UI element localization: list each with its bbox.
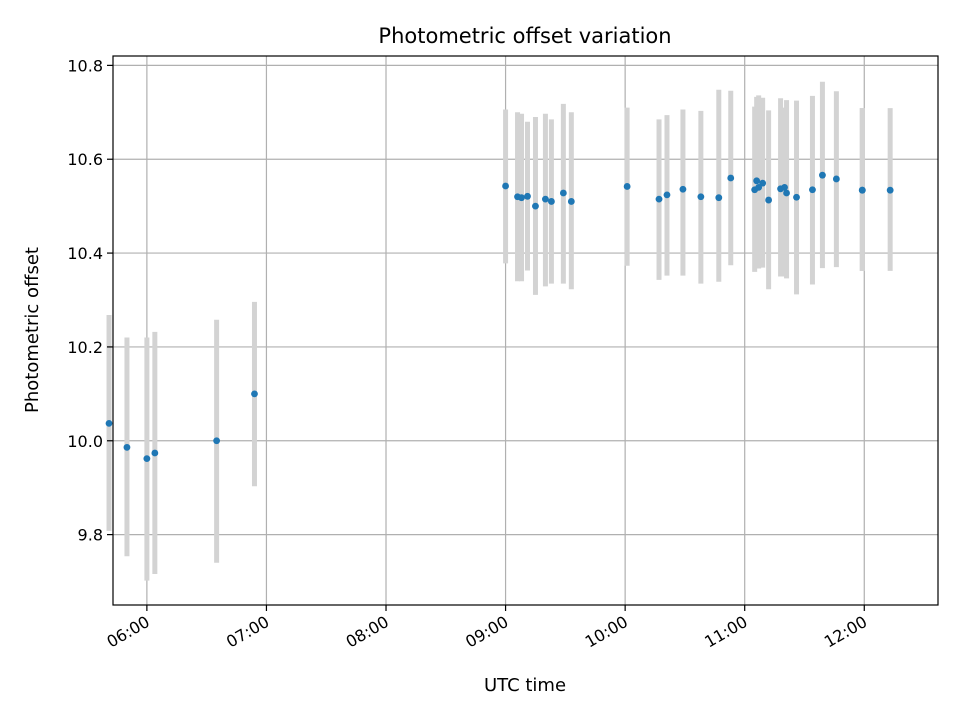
data-point	[858, 186, 866, 194]
data-point	[781, 183, 788, 191]
data-point	[105, 420, 113, 427]
data-point	[623, 183, 631, 190]
y-tick-label: 10.6	[67, 150, 103, 169]
data-point	[655, 195, 663, 203]
chart-title: Photometric offset variation	[378, 24, 671, 48]
data-point	[123, 443, 131, 451]
data-point	[548, 198, 555, 205]
data-point	[886, 186, 894, 194]
data-point	[559, 189, 567, 197]
data-point	[143, 455, 151, 462]
data-point	[783, 189, 790, 197]
data-point	[715, 194, 723, 202]
data-point	[151, 449, 159, 457]
data-point	[759, 179, 767, 187]
y-tick-label: 9.8	[78, 526, 103, 545]
data-point	[697, 193, 705, 201]
y-axis-label: Photometric offset	[22, 247, 43, 413]
data-point	[819, 171, 826, 179]
x-axis-label: UTC time	[484, 675, 566, 696]
data-point	[727, 174, 735, 182]
data-point	[502, 182, 509, 190]
y-tick-label: 10.2	[67, 338, 103, 357]
data-point	[793, 193, 800, 201]
y-tick-label: 10.4	[67, 244, 103, 263]
data-points	[105, 171, 894, 462]
y-tick-label: 10.8	[67, 56, 103, 75]
plot-frame	[112, 55, 939, 606]
y-axis: 9.8 10.0 10.2 10.4 10.6 10.8	[67, 56, 113, 545]
data-point	[542, 195, 549, 203]
data-point	[679, 185, 687, 193]
data-point	[755, 183, 763, 191]
data-point	[809, 186, 816, 194]
data-point	[663, 191, 671, 199]
data-point	[765, 196, 773, 204]
data-point	[753, 177, 761, 185]
data-point	[524, 192, 531, 200]
data-point	[832, 175, 840, 183]
grid	[113, 56, 938, 605]
data-point	[213, 437, 221, 445]
data-point	[532, 202, 539, 210]
y-tick-label: 10.0	[67, 432, 103, 451]
data-point	[251, 390, 258, 398]
data-point	[518, 194, 525, 202]
data-point	[567, 198, 575, 205]
